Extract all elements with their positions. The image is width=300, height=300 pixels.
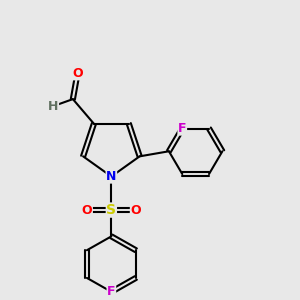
Text: O: O <box>130 204 141 217</box>
Text: S: S <box>106 203 116 217</box>
Text: H: H <box>48 100 58 112</box>
Text: F: F <box>178 122 187 135</box>
Text: O: O <box>72 67 83 80</box>
Text: O: O <box>82 204 92 217</box>
Text: F: F <box>107 285 116 298</box>
Text: N: N <box>106 170 116 183</box>
